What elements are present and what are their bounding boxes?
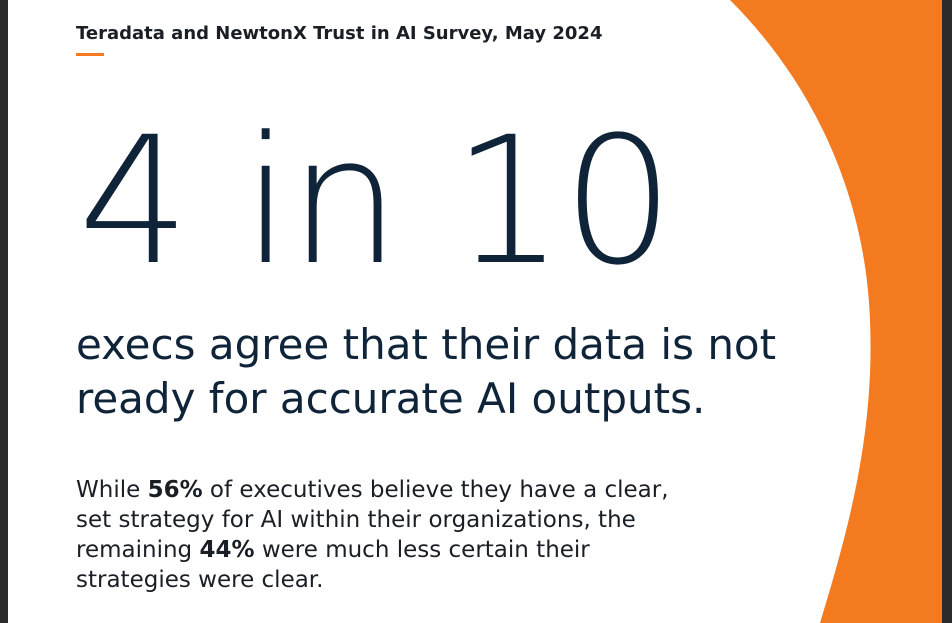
headline-stat: 4 in 10 <box>78 99 674 304</box>
body-line-3-text-a: remaining <box>76 537 200 563</box>
body-line-2: set strategy for AI within their organiz… <box>76 507 636 533</box>
stat-56-percent: 56% <box>147 477 203 503</box>
body-line-1-text-a: While <box>76 477 148 503</box>
body-line-4: strategies were clear. <box>76 567 324 593</box>
accent-divider <box>76 53 104 56</box>
left-frame-edge <box>0 0 8 623</box>
stat-44-percent: 44% <box>199 537 255 563</box>
orange-arc-graphic <box>660 0 942 623</box>
body-line-3: remaining 44% were much less certain the… <box>76 535 796 565</box>
body-line-1: While 56% of executives believe they hav… <box>76 475 796 505</box>
survey-source-label: Teradata and NewtonX Trust in AI Survey,… <box>76 23 603 44</box>
subhead-line-2: ready for accurate AI outputs. <box>76 374 706 423</box>
body-line-3-text-c: were much less certain their <box>254 537 590 563</box>
subhead-line-1: execs agree that their data is not <box>76 320 777 369</box>
body-line-1-text-c: of executives believe they have a clear, <box>202 477 669 503</box>
supporting-paragraph: While 56% of executives believe they hav… <box>76 475 796 595</box>
orange-accent-shape <box>660 0 942 623</box>
right-frame-edge <box>942 0 952 623</box>
headline-subtext: execs agree that their data is not ready… <box>76 318 856 426</box>
